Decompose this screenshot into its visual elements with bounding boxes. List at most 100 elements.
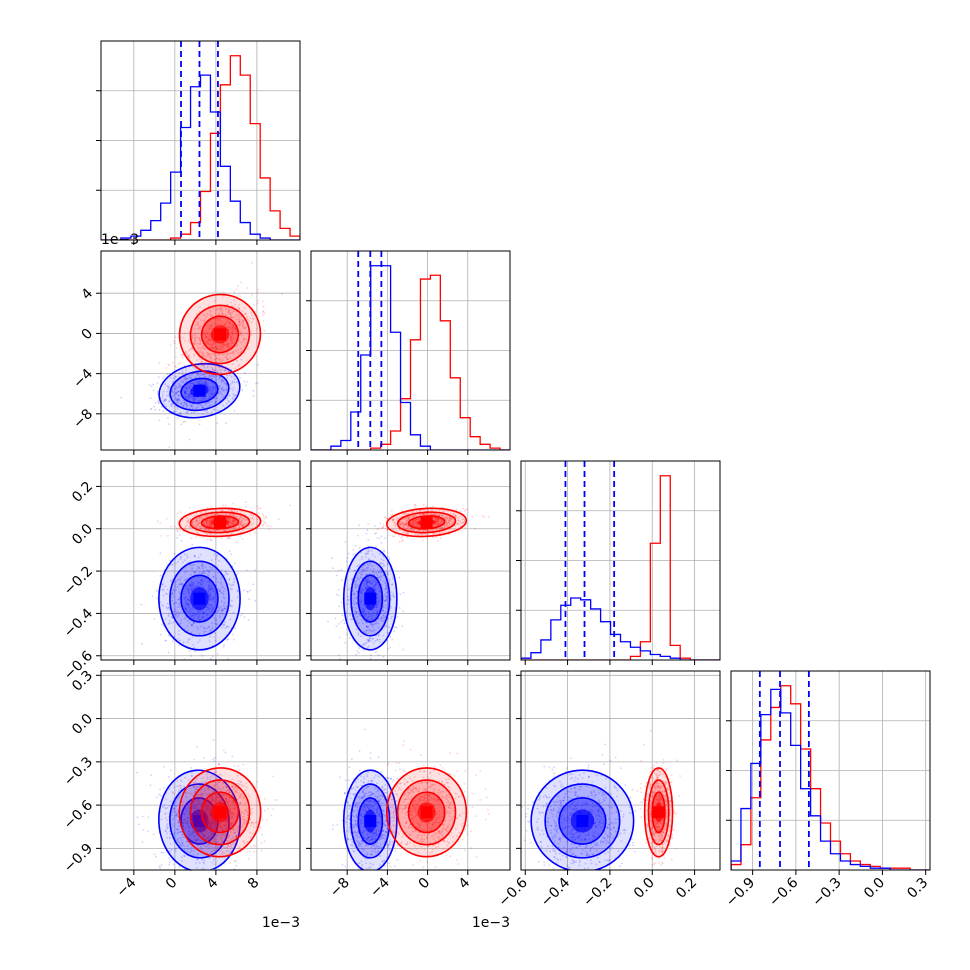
scatter-point: [400, 537, 403, 540]
scatter-point: [375, 532, 378, 535]
scatter-point: [393, 630, 396, 632]
scatter-point: [165, 367, 168, 369]
scatter-point: [206, 519, 209, 522]
scatter-point: [232, 324, 235, 326]
scatter-point: [157, 390, 159, 393]
scatter-point: [185, 397, 188, 399]
scatter-point: [179, 592, 181, 595]
scatter-point: [327, 620, 329, 623]
scatter-point: [160, 794, 162, 797]
density-peak-red: [213, 516, 226, 529]
scatter-point: [198, 380, 201, 383]
scatter-point: [204, 342, 207, 345]
scatter-point: [200, 399, 203, 402]
scatter-point: [237, 323, 239, 326]
scatter-point: [197, 610, 199, 613]
scatter-point: [217, 319, 220, 322]
scatter-point: [243, 338, 245, 340]
scatter-point: [259, 507, 262, 510]
scatter-point: [226, 363, 229, 365]
scatter-point: [262, 314, 264, 316]
scatter-point: [217, 606, 220, 608]
scatter-point: [256, 291, 259, 294]
scatter-point: [399, 593, 402, 595]
scatter-point: [195, 376, 198, 378]
scatter-point: [354, 544, 357, 547]
scatter-point: [194, 328, 197, 330]
scatter-point: [374, 651, 377, 653]
scatter-point: [203, 520, 206, 522]
scatter-point: [204, 532, 207, 534]
scatter-point: [167, 651, 170, 654]
scatter-point: [352, 548, 355, 551]
scatter-point: [230, 510, 233, 512]
scatter-point: [185, 412, 188, 414]
scatter-point: [241, 331, 244, 333]
scatter-point: [176, 391, 179, 394]
scatter-point: [214, 513, 217, 516]
scatter-point: [210, 395, 213, 397]
scatter-point: [206, 569, 209, 572]
scatter-point: [234, 367, 237, 370]
scatter-point: [202, 611, 205, 614]
scatter-point: [231, 330, 234, 332]
scatter-point: [219, 319, 222, 322]
scatter-point: [421, 539, 424, 541]
scatter-point: [186, 388, 189, 390]
scatter-point: [141, 815, 144, 818]
scatter-point: [384, 516, 386, 519]
scatter-point: [367, 539, 370, 541]
scatter-point: [344, 641, 346, 644]
scatter-point: [210, 525, 213, 528]
scatter-point: [190, 405, 193, 408]
scatter-point: [162, 390, 165, 393]
scatter-point: [192, 582, 195, 584]
scatter-point: [401, 539, 404, 542]
scatter-point: [225, 605, 228, 608]
scatter-point: [189, 403, 192, 406]
scatter-point: [184, 391, 187, 393]
scatter-point: [221, 626, 224, 629]
scatter-point: [226, 573, 229, 576]
scatter-point: [170, 596, 173, 598]
scatter-point: [192, 614, 194, 617]
scatter-point: [227, 509, 230, 511]
scatter-point: [168, 634, 170, 636]
scatter-point: [211, 605, 213, 608]
scatter-point: [214, 369, 216, 371]
scatter-point: [227, 345, 230, 347]
scatter-point: [215, 361, 218, 363]
scatter-point: [224, 662, 226, 664]
scatter-point: [180, 556, 182, 559]
scatter-point: [396, 616, 398, 619]
scatter-point: [263, 520, 266, 523]
scatter-point: [190, 583, 192, 586]
scatter-point: [181, 372, 183, 375]
scatter-point: [216, 318, 219, 320]
scatter-point: [160, 534, 163, 537]
scatter-point: [188, 384, 191, 387]
scatter-point: [162, 583, 164, 585]
scatter-point: [198, 338, 201, 340]
scatter-point: [232, 397, 235, 399]
scatter-point: [227, 346, 230, 348]
scatter-point: [346, 557, 349, 559]
scatter-point: [487, 515, 490, 518]
scatter-point: [204, 380, 207, 383]
scatter-point: [193, 353, 195, 355]
scatter-point: [226, 537, 229, 540]
scatter-point: [197, 522, 200, 525]
scatter-point: [176, 386, 179, 389]
scatter-point: [206, 514, 209, 517]
scatter-point: [229, 330, 232, 333]
scatter-point: [165, 592, 168, 595]
scatter-point: [186, 404, 189, 406]
scatter-point: [208, 369, 211, 372]
scatter-point: [345, 560, 348, 563]
scatter-point: [229, 301, 232, 304]
scatter-point: [222, 344, 225, 346]
scatter-point: [185, 369, 188, 372]
scatter-point: [148, 384, 151, 386]
scatter-point: [229, 333, 231, 335]
scatter-point: [209, 596, 212, 599]
